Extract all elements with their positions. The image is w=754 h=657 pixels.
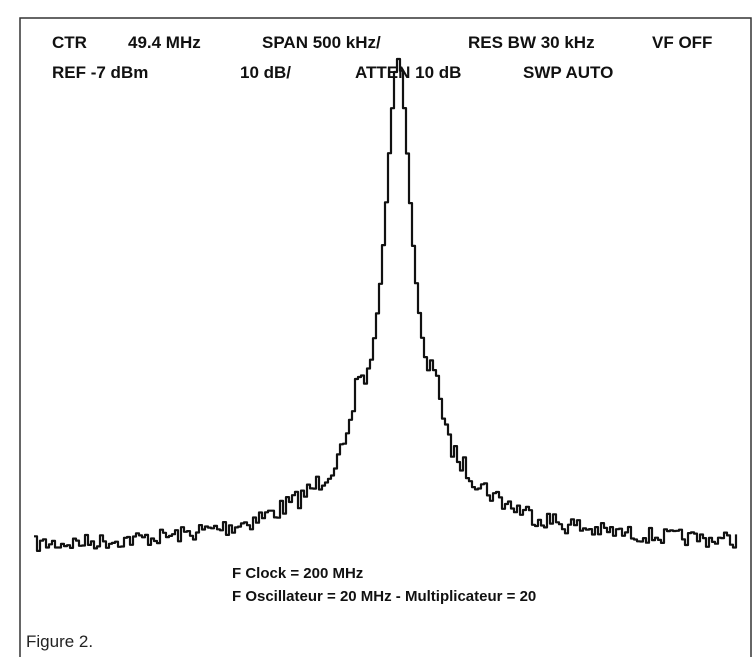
header-text: 49.4 MHz [128, 33, 201, 52]
header-text: SPAN 500 kHz/ [262, 33, 381, 52]
header-text: SWP AUTO [523, 63, 613, 82]
spectrum-trace [34, 57, 738, 552]
note: F Oscillateur = 20 MHz - Multiplicateur … [232, 588, 536, 605]
header-text: VF OFF [652, 33, 712, 52]
note: F Clock = 200 MHz [232, 565, 363, 582]
header-text: REF -7 dBm [52, 63, 148, 82]
header-text: ATTEN 10 dB [355, 63, 461, 82]
header-text: CTR [52, 33, 87, 52]
frame [19, 17, 752, 657]
caption: Figure 2. [26, 632, 93, 651]
header-text: RES BW 30 kHz [468, 33, 595, 52]
header-text: 10 dB/ [240, 63, 291, 82]
